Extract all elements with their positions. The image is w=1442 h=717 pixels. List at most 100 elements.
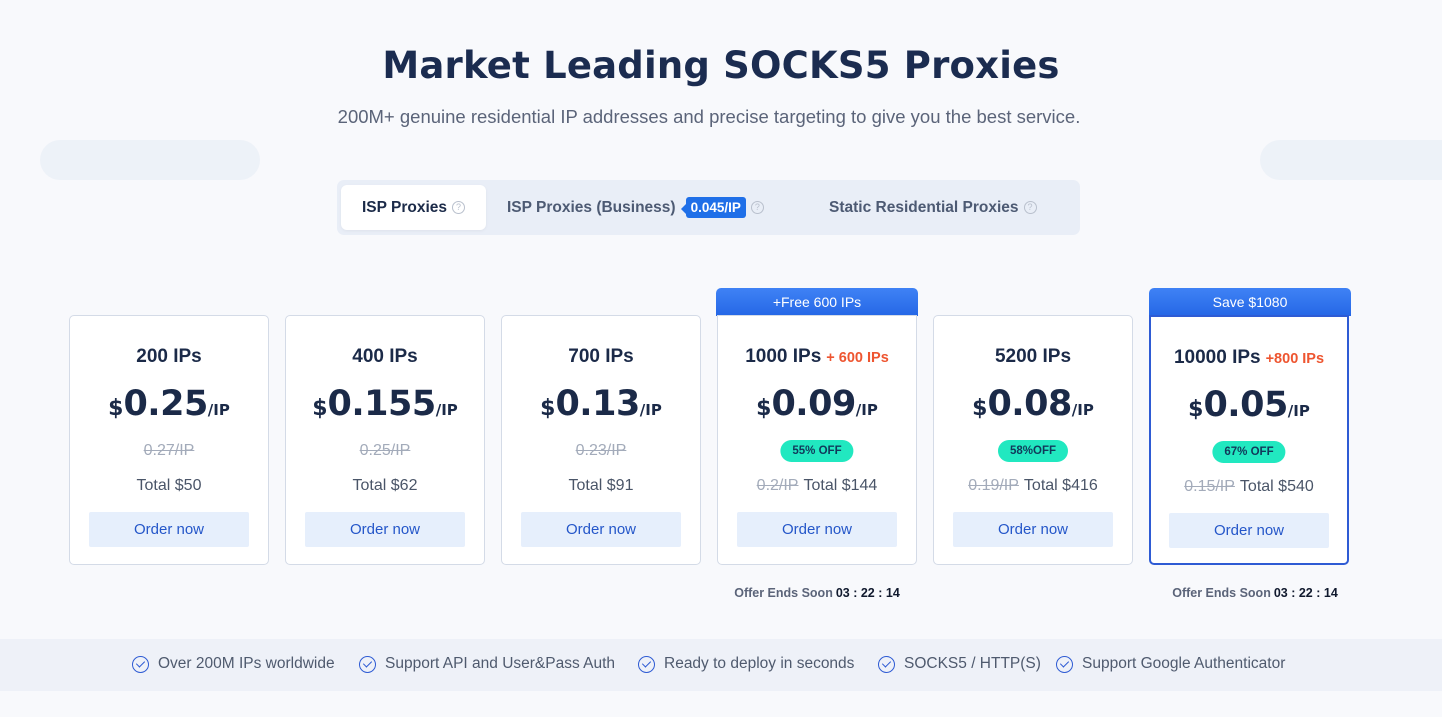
old-price-line: 0.23/IP [502,442,700,460]
discount-badge: 58%OFF [997,440,1069,462]
tab-isp-proxies-business[interactable]: ISP Proxies (Business) 0.045/IP ? [507,185,764,230]
plan-total: 0.15/IP Total $540 [1151,478,1347,496]
currency-symbol: $ [972,396,988,421]
currency-symbol: $ [1188,397,1204,422]
old-price: 0.23/IP [575,442,627,459]
order-now-button[interactable]: Order now [1169,513,1329,548]
old-price: 0.25/IP [359,442,411,459]
help-icon[interactable]: ? [1023,201,1037,214]
order-now-button[interactable]: Order now [737,512,897,547]
promo-ribbon: Save $1080 [1149,288,1351,316]
background-decoration [40,140,260,180]
price-value: 0.08 [987,384,1072,424]
plan-bonus: +800 IPs [1265,351,1325,367]
plan-price: $0.05/IP [1151,385,1347,425]
page-title: Market Leading SOCKS5 Proxies [382,44,1060,87]
plan-price: $0.25/IP [70,384,268,424]
plan-ip-count: 700 IPs [568,346,634,367]
price-unit: /IP [855,401,878,419]
check-circle-icon [359,655,376,673]
offer-countdown: Offer Ends Soon 03 : 22 : 14 [1154,586,1356,600]
plan-ip-count: 5200 IPs [994,346,1072,367]
feature-item: SOCKS5 / HTTP(S) [878,655,1041,673]
background-decoration [1260,140,1442,180]
help-icon[interactable]: ? [452,201,465,214]
plan-price: $0.155/IP [286,384,484,424]
total-value: Total $144 [803,477,878,494]
plan-ip-count: 10000 IPs +800 IPs [1151,347,1347,369]
price-value: 0.25 [123,384,208,424]
tab-static-residential-proxies[interactable]: Static Residential Proxies ? [829,185,1037,230]
price-value: 0.05 [1203,385,1288,425]
offer-countdown: Offer Ends Soon 03 : 22 : 14 [716,586,918,600]
old-price: 0.19/IP [968,477,1019,494]
tab-label: Static Residential Proxies [829,198,1019,216]
feature-item: Ready to deploy in seconds [638,655,854,673]
feature-label: SOCKS5 / HTTP(S) [904,655,1041,672]
old-price: 0.27/IP [143,442,195,459]
currency-symbol: $ [312,396,328,421]
price-unit: /IP [1287,402,1310,420]
total-value: Total $540 [1239,478,1314,495]
plan-card-10000: 10000 IPs +800 IPs $0.05/IP 67% OFF 0.15/… [1149,315,1349,565]
plan-ip-count: 1000 IPs + 600 IPs [718,346,916,368]
plan-price: $0.08/IP [934,384,1132,424]
offer-label: Offer Ends Soon [734,586,833,600]
plan-card-200: 200 IPs $0.25/IP 0.27/IP Total $50 Order… [69,315,269,565]
price-unit: /IP [639,401,662,419]
currency-symbol: $ [756,396,772,421]
plan-total: 0.2/IP Total $144 [718,477,916,495]
feature-item: Over 200M IPs worldwide [132,655,335,673]
check-circle-icon [1056,655,1073,673]
offer-label: Offer Ends Soon [1172,586,1271,600]
plan-ip-count-value: 10000 IPs [1173,347,1261,368]
plan-total: 0.19/IP Total $416 [934,477,1132,495]
price-badge: 0.045/IP [680,197,746,218]
countdown-timer: 03 : 22 : 14 [835,586,900,600]
check-circle-icon [132,655,149,673]
feature-label: Support API and User&Pass Auth [385,655,616,672]
tab-label: ISP Proxies [361,198,447,216]
feature-label: Support Google Authenticator [1082,655,1286,672]
plan-ip-count: 400 IPs [352,346,418,367]
currency-symbol: $ [108,396,124,421]
tab-isp-proxies[interactable]: ISP Proxies ? [341,185,486,230]
price-value: 0.09 [771,384,856,424]
price-unit: /IP [1071,401,1094,419]
plan-total: Total $91 [568,477,634,494]
promo-ribbon: +Free 600 IPs [716,288,918,316]
plan-card-1000: 1000 IPs + 600 IPs $0.09/IP 55% OFF 0.2/I… [717,315,917,565]
plan-total: Total $62 [352,477,418,494]
page-subtitle: 200M+ genuine residential IP addresses a… [337,106,1081,127]
price-unit: /IP [207,401,230,419]
discount-badge: 67% OFF [1212,441,1286,463]
plan-ip-count: 200 IPs [136,346,202,367]
proxy-type-tabs: ISP Proxies ? ISP Proxies (Business) 0.0… [337,180,1080,235]
plan-bonus: + 600 IPs [826,350,889,366]
discount-badge: 55% OFF [780,440,854,462]
plan-card-400: 400 IPs $0.155/IP 0.25/IP Total $62 Orde… [285,315,485,565]
check-circle-icon [878,655,895,673]
old-price: 0.15/IP [1184,478,1235,495]
check-circle-icon [638,655,655,673]
price-value: 0.155 [327,384,437,424]
order-now-button[interactable]: Order now [953,512,1113,547]
order-now-button[interactable]: Order now [89,512,249,547]
plan-ip-count-value: 1000 IPs [745,346,822,367]
tab-label: ISP Proxies (Business) [507,198,676,216]
feature-item: Support API and User&Pass Auth [359,655,615,673]
order-now-button[interactable]: Order now [305,512,465,547]
help-icon[interactable]: ? [750,201,764,214]
order-now-button[interactable]: Order now [521,512,681,547]
countdown-timer: 03 : 22 : 14 [1273,586,1338,600]
plan-price: $0.13/IP [502,384,700,424]
plan-total: Total $50 [136,477,202,494]
feature-item: Support Google Authenticator [1056,655,1285,673]
plan-card-5200: 5200 IPs $0.08/IP 58%OFF 0.19/IP Total $4… [933,315,1133,565]
features-bar: Over 200M IPs worldwide Support API and … [0,639,1442,691]
old-price-line: 0.25/IP [286,442,484,460]
old-price: 0.2/IP [756,477,799,494]
plan-card-700: 700 IPs $0.13/IP 0.23/IP Total $91 Order… [501,315,701,565]
currency-symbol: $ [540,396,556,421]
feature-label: Ready to deploy in seconds [664,655,855,672]
